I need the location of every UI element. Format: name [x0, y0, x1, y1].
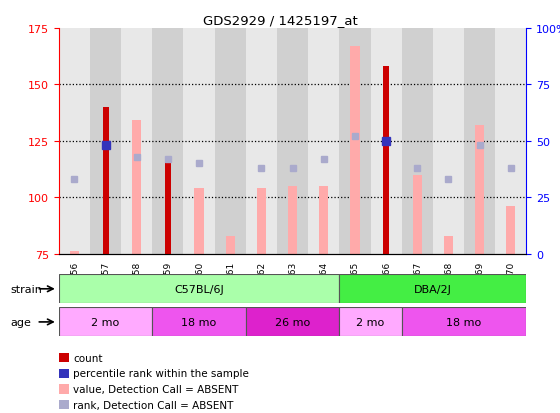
- Bar: [402, 29, 433, 254]
- Bar: [90, 29, 121, 254]
- Bar: [433, 29, 464, 254]
- Bar: [402, 308, 526, 337]
- Bar: [339, 29, 371, 254]
- Bar: [288, 187, 297, 254]
- Bar: [226, 236, 235, 254]
- Bar: [121, 29, 152, 254]
- Bar: [59, 29, 90, 254]
- Text: 18 mo: 18 mo: [446, 317, 482, 327]
- Bar: [246, 308, 339, 337]
- Bar: [371, 29, 402, 254]
- Text: percentile rank within the sample: percentile rank within the sample: [73, 368, 249, 378]
- Bar: [69, 252, 79, 254]
- Bar: [102, 108, 109, 254]
- Text: age: age: [10, 317, 31, 327]
- Bar: [59, 275, 339, 304]
- Text: rank, Detection Call = ABSENT: rank, Detection Call = ABSENT: [73, 400, 234, 410]
- Bar: [319, 187, 329, 254]
- Text: 26 mo: 26 mo: [275, 317, 310, 327]
- Bar: [256, 189, 266, 254]
- Text: 2 mo: 2 mo: [91, 317, 120, 327]
- Bar: [383, 67, 389, 254]
- Bar: [214, 29, 246, 254]
- Text: DBA/2J: DBA/2J: [414, 284, 452, 294]
- Bar: [339, 275, 526, 304]
- Bar: [277, 29, 308, 254]
- Text: count: count: [73, 353, 103, 363]
- Text: 18 mo: 18 mo: [181, 317, 217, 327]
- Bar: [475, 126, 484, 254]
- Bar: [246, 29, 277, 254]
- Text: value, Detection Call = ABSENT: value, Detection Call = ABSENT: [73, 384, 239, 394]
- Bar: [464, 29, 495, 254]
- Bar: [132, 121, 142, 254]
- Bar: [194, 189, 204, 254]
- Text: GDS2929 / 1425197_at: GDS2929 / 1425197_at: [203, 14, 357, 27]
- Bar: [339, 308, 402, 337]
- Bar: [165, 159, 171, 254]
- Bar: [59, 308, 152, 337]
- Bar: [506, 207, 516, 254]
- Bar: [444, 236, 453, 254]
- Text: strain: strain: [10, 284, 42, 294]
- Bar: [152, 308, 246, 337]
- Bar: [413, 175, 422, 254]
- Bar: [152, 29, 184, 254]
- Bar: [184, 29, 214, 254]
- Bar: [350, 47, 360, 254]
- Bar: [308, 29, 339, 254]
- Bar: [495, 29, 526, 254]
- Text: 2 mo: 2 mo: [356, 317, 385, 327]
- Text: C57BL/6J: C57BL/6J: [174, 284, 224, 294]
